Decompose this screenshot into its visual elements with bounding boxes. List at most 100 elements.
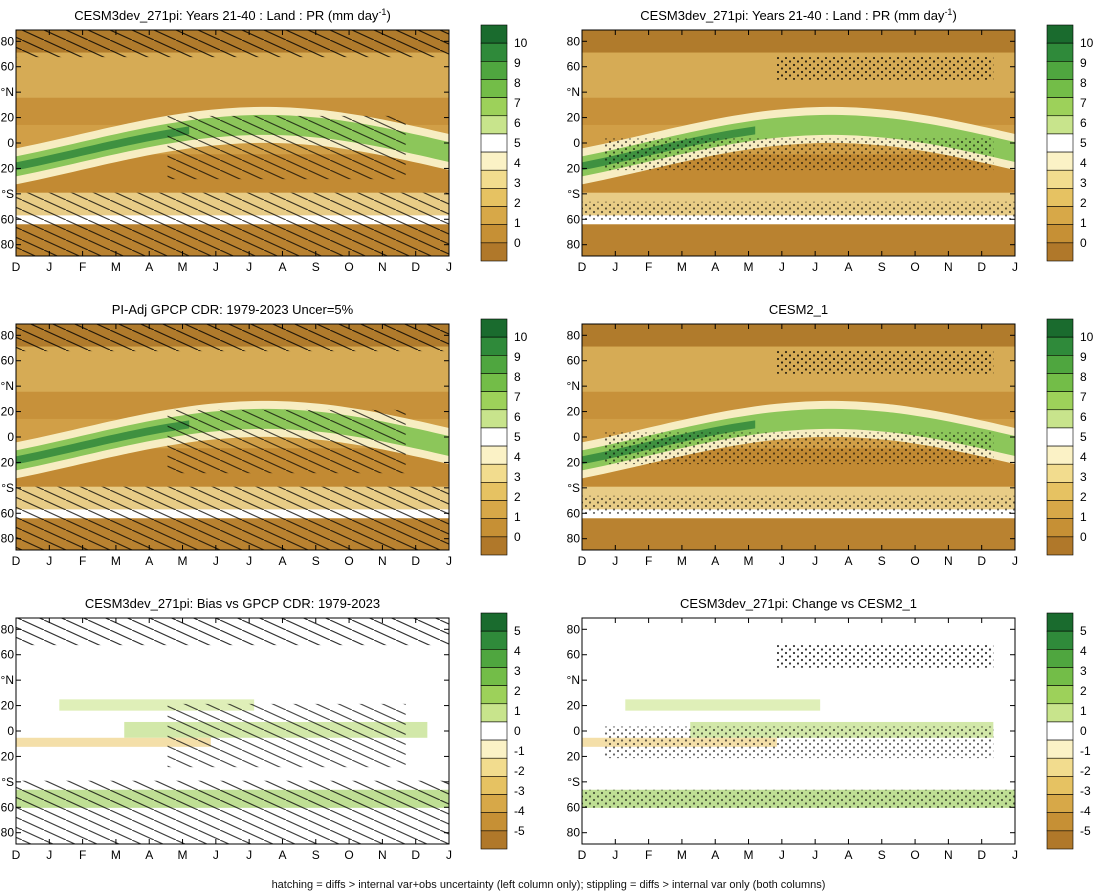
y-tick-label: 20: [1, 111, 15, 125]
colorbar-swatch: [480, 812, 508, 832]
colorbar-swatch: [1046, 482, 1074, 501]
x-tick-label: D: [977, 554, 986, 568]
panel-title: CESM3dev_271pi: Years 21-40 : Land : PR …: [74, 7, 391, 23]
stippling-overlay: [582, 495, 1015, 514]
y-tick-label: 20: [1, 455, 15, 469]
colorbar-label: 8: [1080, 370, 1087, 384]
stippling-overlay: [776, 351, 994, 374]
x-tick-label: J: [1012, 260, 1018, 274]
x-tick-label: J: [46, 554, 52, 568]
y-tick-label: 80: [567, 328, 581, 342]
itcz-wet-band: [582, 408, 1015, 471]
colorbar-swatch: [480, 391, 508, 411]
x-tick-label: J: [446, 848, 452, 862]
x-tick-label: D: [977, 260, 986, 274]
panel-title: CESM3dev_271pi: Bias vs GPCP CDR: 1979-2…: [85, 596, 380, 611]
y-tick-label: °N: [1, 85, 14, 99]
colorbar-swatch: [480, 355, 508, 374]
colorbar-label: 2: [514, 684, 521, 698]
colorbar-swatch: [480, 518, 508, 538]
colorbar-label: 9: [1080, 350, 1087, 364]
colorbar-swatch: [1046, 242, 1074, 262]
colorbar-swatch: [480, 739, 508, 759]
x-tick-label: N: [944, 554, 953, 568]
x-tick-label: O: [910, 848, 919, 862]
x-tick-label: J: [612, 554, 618, 568]
y-tick-label: °S: [567, 481, 580, 495]
colorbar-label: -3: [514, 784, 525, 798]
colorbar-swatch: [1046, 79, 1074, 98]
colorbar-swatch: [1046, 685, 1074, 705]
x-tick-label: M: [677, 554, 687, 568]
x-tick-label: F: [79, 260, 86, 274]
colorbar-swatch: [1046, 409, 1074, 429]
colorbar-label: -4: [1080, 804, 1091, 818]
colorbar-swatch: [480, 794, 508, 813]
stippling-overlay: [776, 57, 994, 80]
hatching-overlay: [16, 192, 449, 256]
colorbar-swatch: [1046, 318, 1074, 338]
x-tick-label: A: [145, 848, 153, 862]
anomaly-band: [16, 737, 211, 747]
x-tick-label: M: [111, 848, 121, 862]
colorbar-label: 2: [514, 196, 521, 210]
colorbar-label: 5: [1080, 136, 1087, 150]
colorbar-label: 6: [514, 116, 521, 130]
x-tick-label: A: [844, 848, 852, 862]
hatching-overlay: [16, 780, 449, 844]
colorbar-swatch: [1046, 224, 1074, 244]
colorbar-swatch: [1046, 445, 1074, 465]
colorbar-label: 8: [514, 370, 521, 384]
x-tick-label: O: [910, 554, 919, 568]
colorbar-label: 3: [1080, 470, 1087, 484]
x-tick-label: N: [944, 848, 953, 862]
x-tick-label: J: [812, 848, 818, 862]
colorbar-swatch: [1046, 812, 1074, 832]
colorbar-label: -5: [1080, 824, 1091, 838]
colorbar-label: 5: [514, 430, 521, 444]
colorbar-swatch: [480, 776, 508, 795]
x-tick-label: J: [213, 260, 219, 274]
y-tick-label: 0: [7, 724, 14, 738]
colorbar-swatch: [480, 188, 508, 207]
y-tick-label: 60: [1, 648, 15, 662]
y-tick-label: °S: [1, 481, 14, 495]
x-tick-label: M: [677, 848, 687, 862]
y-tick-label: 0: [573, 136, 580, 150]
y-tick-label: 60: [1, 506, 15, 520]
colorbar-swatch: [480, 409, 508, 429]
panel-title: CESM3dev_271pi: Years 21-40 : Land : PR …: [640, 7, 957, 23]
colorbar-label: 5: [514, 624, 521, 638]
colorbar-swatch: [480, 685, 508, 705]
x-tick-label: J: [246, 554, 252, 568]
panel-4: CESM2_1D J F M A M J J A S O N D J8060°N20020°S608010…: [567, 302, 1094, 568]
x-tick-label: J: [213, 554, 219, 568]
x-tick-label: S: [878, 260, 886, 274]
colorbar-label: 0: [514, 236, 521, 250]
colorbar-swatch: [480, 445, 508, 465]
colorbar-swatch: [480, 721, 508, 741]
colorbar-swatch: [480, 169, 508, 189]
colorbar-swatch: [480, 830, 508, 850]
colorbar-swatch: [1046, 739, 1074, 759]
colorbar-swatch: [480, 500, 508, 519]
colorbar-swatch: [480, 536, 508, 556]
hatching-overlay: [16, 618, 449, 646]
colorbar-swatch: [1046, 169, 1074, 189]
colorbar-swatch: [480, 427, 508, 447]
colorbar-label: 4: [1080, 644, 1087, 658]
colorbar-swatch: [1046, 518, 1074, 538]
x-tick-label: N: [378, 260, 387, 274]
hatching-overlay: [16, 324, 449, 352]
colorbar-label: 4: [514, 450, 521, 464]
colorbar-label: 10: [1080, 36, 1094, 50]
y-tick-label: °S: [1, 775, 14, 789]
y-tick-label: °S: [567, 775, 580, 789]
colorbar-swatch: [480, 757, 508, 777]
x-tick-label: M: [744, 260, 754, 274]
colorbar-label: 4: [1080, 450, 1087, 464]
x-tick-label: J: [1012, 848, 1018, 862]
stippling-overlay: [582, 789, 1015, 808]
stippling-overlay: [603, 726, 994, 759]
